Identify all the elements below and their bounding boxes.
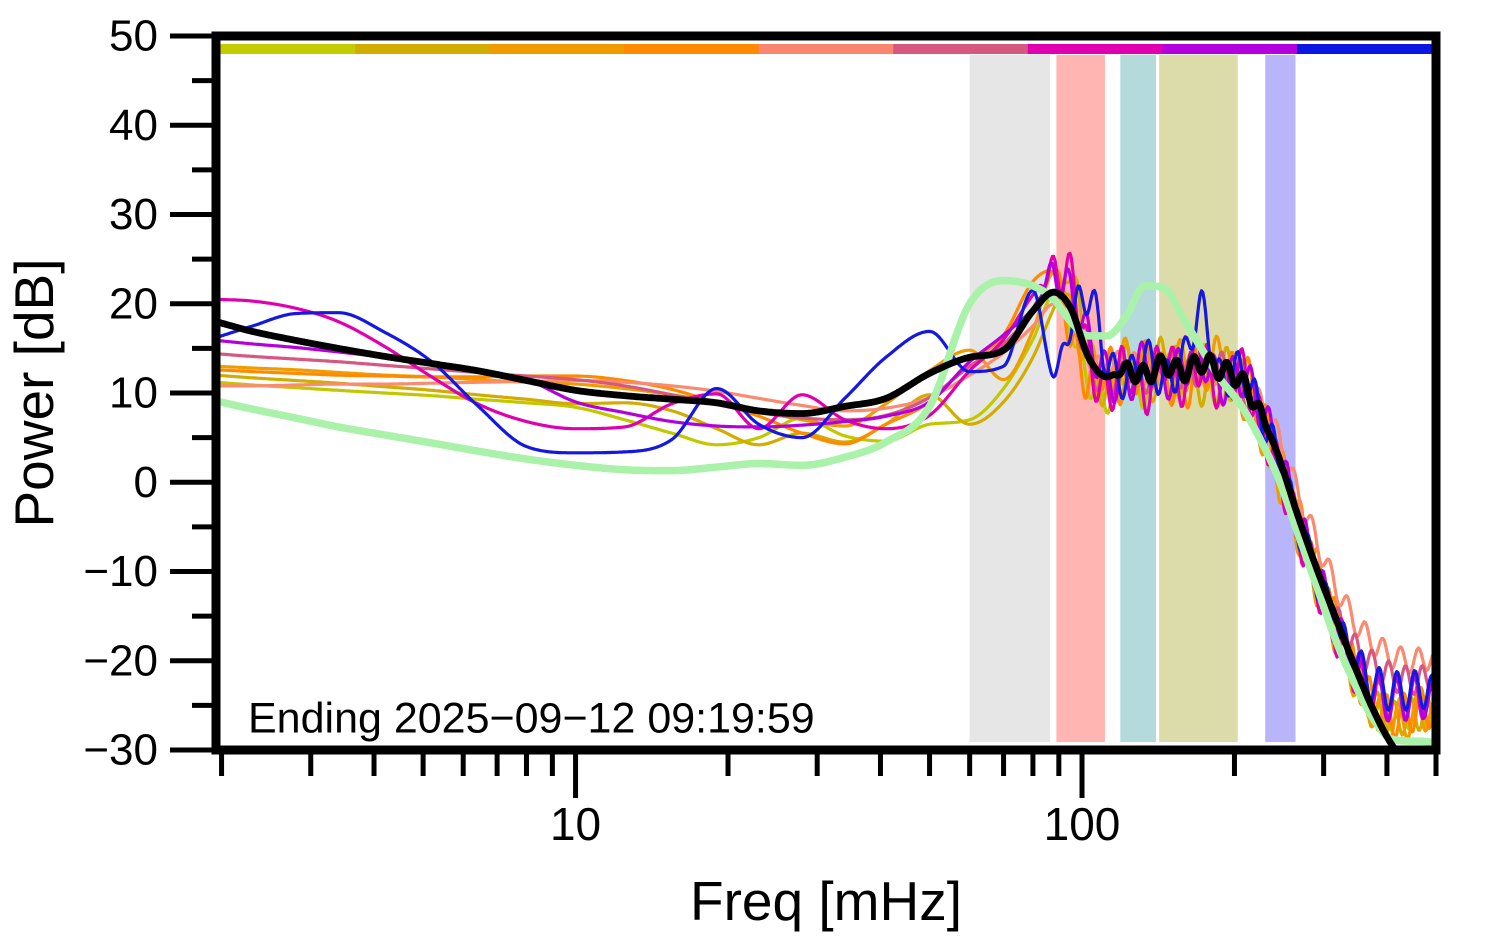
segment-9-spectrum bbox=[220, 284, 1432, 712]
current-spectrum bbox=[220, 276, 1432, 746]
x-tick-label: 100 bbox=[1044, 798, 1121, 850]
y-tick-label: 50 bbox=[109, 12, 158, 61]
segment-6-spectrum bbox=[220, 288, 1432, 697]
segment-8-spectrum bbox=[220, 260, 1432, 723]
top-bar-segment-6 bbox=[893, 44, 1029, 54]
y-axis-title: Power [dB] bbox=[3, 258, 65, 528]
top-bar-segment-7 bbox=[1027, 44, 1163, 54]
y-tick-label: 40 bbox=[109, 101, 158, 150]
segment-2-spectrum bbox=[220, 275, 1432, 737]
top-bar-segment-3 bbox=[489, 44, 625, 54]
mean-spectrum bbox=[220, 288, 1397, 746]
top-bar-segment-1 bbox=[220, 44, 356, 54]
x-axis-title: Freq [mHz] bbox=[690, 870, 962, 932]
y-tick-label: −20 bbox=[83, 636, 158, 685]
top-bar-segment-4 bbox=[624, 44, 760, 54]
y-tick-label: 10 bbox=[109, 369, 158, 418]
y-tick-label: 30 bbox=[109, 190, 158, 239]
top-bar-segment-9 bbox=[1296, 44, 1432, 54]
y-tick-label: −10 bbox=[83, 547, 158, 596]
band-gray bbox=[969, 55, 1051, 742]
segment-7-spectrum bbox=[220, 251, 1432, 723]
x-tick-label: 10 bbox=[550, 798, 601, 850]
band-lavender bbox=[1265, 55, 1296, 742]
ending-timestamp-annotation: Ending 2025−09−12 09:19:59 bbox=[248, 694, 815, 743]
y-tick-label: −30 bbox=[83, 726, 158, 775]
top-bar-segment-5 bbox=[758, 44, 894, 54]
segment-3-spectrum bbox=[220, 270, 1432, 744]
top-bar-segment-2 bbox=[355, 44, 491, 54]
y-tick-label: 20 bbox=[109, 279, 158, 328]
top-bar-segment-8 bbox=[1162, 44, 1298, 54]
segment-4-spectrum bbox=[220, 268, 1432, 740]
y-tick-label: 0 bbox=[134, 458, 158, 507]
